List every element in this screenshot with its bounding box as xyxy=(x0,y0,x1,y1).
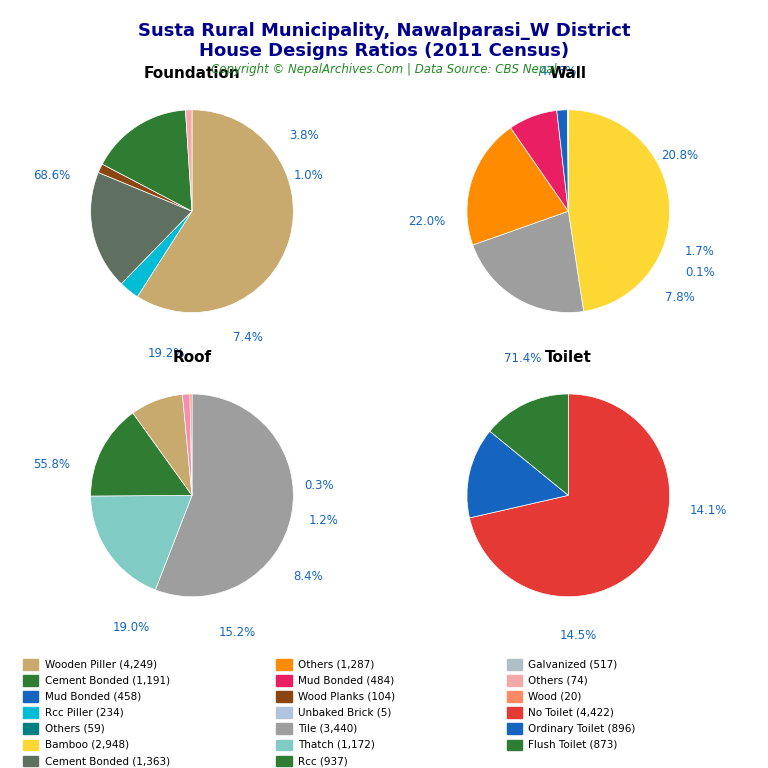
Text: Others (1,287): Others (1,287) xyxy=(298,659,374,670)
Text: Ordinary Toilet (896): Ordinary Toilet (896) xyxy=(528,723,636,734)
Wedge shape xyxy=(91,173,192,284)
Wedge shape xyxy=(91,495,192,590)
Wedge shape xyxy=(91,413,192,496)
Text: Flush Toilet (873): Flush Toilet (873) xyxy=(528,740,617,750)
Text: Wood Planks (104): Wood Planks (104) xyxy=(298,691,395,702)
Text: 8.4%: 8.4% xyxy=(293,570,323,583)
Wedge shape xyxy=(98,164,192,211)
Text: 3.8%: 3.8% xyxy=(289,129,318,141)
Wedge shape xyxy=(183,394,192,495)
Text: 47.6%: 47.6% xyxy=(539,65,577,78)
Text: 68.6%: 68.6% xyxy=(34,169,71,182)
Text: 7.8%: 7.8% xyxy=(665,291,695,304)
Text: Copyright © NepalArchives.Com | Data Source: CBS Nepal: Copyright © NepalArchives.Com | Data Sou… xyxy=(211,63,557,76)
Text: Mud Bonded (458): Mud Bonded (458) xyxy=(45,691,141,702)
Text: No Toilet (4,422): No Toilet (4,422) xyxy=(528,707,614,718)
Text: Susta Rural Municipality, Nawalparasi_W District: Susta Rural Municipality, Nawalparasi_W … xyxy=(137,22,631,39)
Text: Wood (20): Wood (20) xyxy=(528,691,581,702)
Text: Unbaked Brick (5): Unbaked Brick (5) xyxy=(298,707,392,718)
Text: 1.0%: 1.0% xyxy=(293,169,323,182)
Text: Cement Bonded (1,363): Cement Bonded (1,363) xyxy=(45,756,170,766)
Wedge shape xyxy=(137,110,293,313)
Text: 14.5%: 14.5% xyxy=(560,629,597,642)
Text: 71.4%: 71.4% xyxy=(504,352,541,365)
Title: Roof: Roof xyxy=(173,349,211,365)
Wedge shape xyxy=(133,395,192,495)
Text: 1.7%: 1.7% xyxy=(685,245,715,258)
Text: House Designs Ratios (2011 Census): House Designs Ratios (2011 Census) xyxy=(199,42,569,60)
Text: 20.8%: 20.8% xyxy=(661,149,698,162)
Text: 22.0%: 22.0% xyxy=(408,215,445,228)
Text: Others (74): Others (74) xyxy=(528,675,588,686)
Text: Thatch (1,172): Thatch (1,172) xyxy=(298,740,375,750)
Wedge shape xyxy=(467,127,568,245)
Title: Toilet: Toilet xyxy=(545,349,592,365)
Wedge shape xyxy=(557,110,568,211)
Text: Rcc (937): Rcc (937) xyxy=(298,756,348,766)
Text: Galvanized (517): Galvanized (517) xyxy=(528,659,617,670)
Text: 19.2%: 19.2% xyxy=(148,346,185,359)
Text: Cement Bonded (1,191): Cement Bonded (1,191) xyxy=(45,675,170,686)
Text: Rcc Piller (234): Rcc Piller (234) xyxy=(45,707,124,718)
Wedge shape xyxy=(473,211,584,313)
Text: 55.8%: 55.8% xyxy=(34,458,71,472)
Text: Mud Bonded (484): Mud Bonded (484) xyxy=(298,675,394,686)
Wedge shape xyxy=(469,394,670,597)
Text: 14.1%: 14.1% xyxy=(690,504,727,517)
Text: 19.0%: 19.0% xyxy=(113,621,150,634)
Title: Wall: Wall xyxy=(550,65,587,81)
Wedge shape xyxy=(102,110,192,211)
Wedge shape xyxy=(190,394,192,495)
Text: 7.4%: 7.4% xyxy=(233,332,263,344)
Wedge shape xyxy=(490,394,568,495)
Text: Others (59): Others (59) xyxy=(45,723,104,734)
Text: 0.3%: 0.3% xyxy=(304,478,333,492)
Wedge shape xyxy=(568,110,670,311)
Text: Bamboo (2,948): Bamboo (2,948) xyxy=(45,740,129,750)
Text: Wooden Piller (4,249): Wooden Piller (4,249) xyxy=(45,659,157,670)
Text: 0.1%: 0.1% xyxy=(685,266,715,279)
Text: Tile (3,440): Tile (3,440) xyxy=(298,723,357,734)
Text: 1.2%: 1.2% xyxy=(309,515,339,527)
Text: 15.2%: 15.2% xyxy=(219,626,257,639)
Wedge shape xyxy=(511,111,568,211)
Title: Foundation: Foundation xyxy=(144,65,240,81)
Wedge shape xyxy=(467,432,568,518)
Wedge shape xyxy=(155,394,293,597)
Wedge shape xyxy=(185,110,192,211)
Wedge shape xyxy=(121,211,192,296)
